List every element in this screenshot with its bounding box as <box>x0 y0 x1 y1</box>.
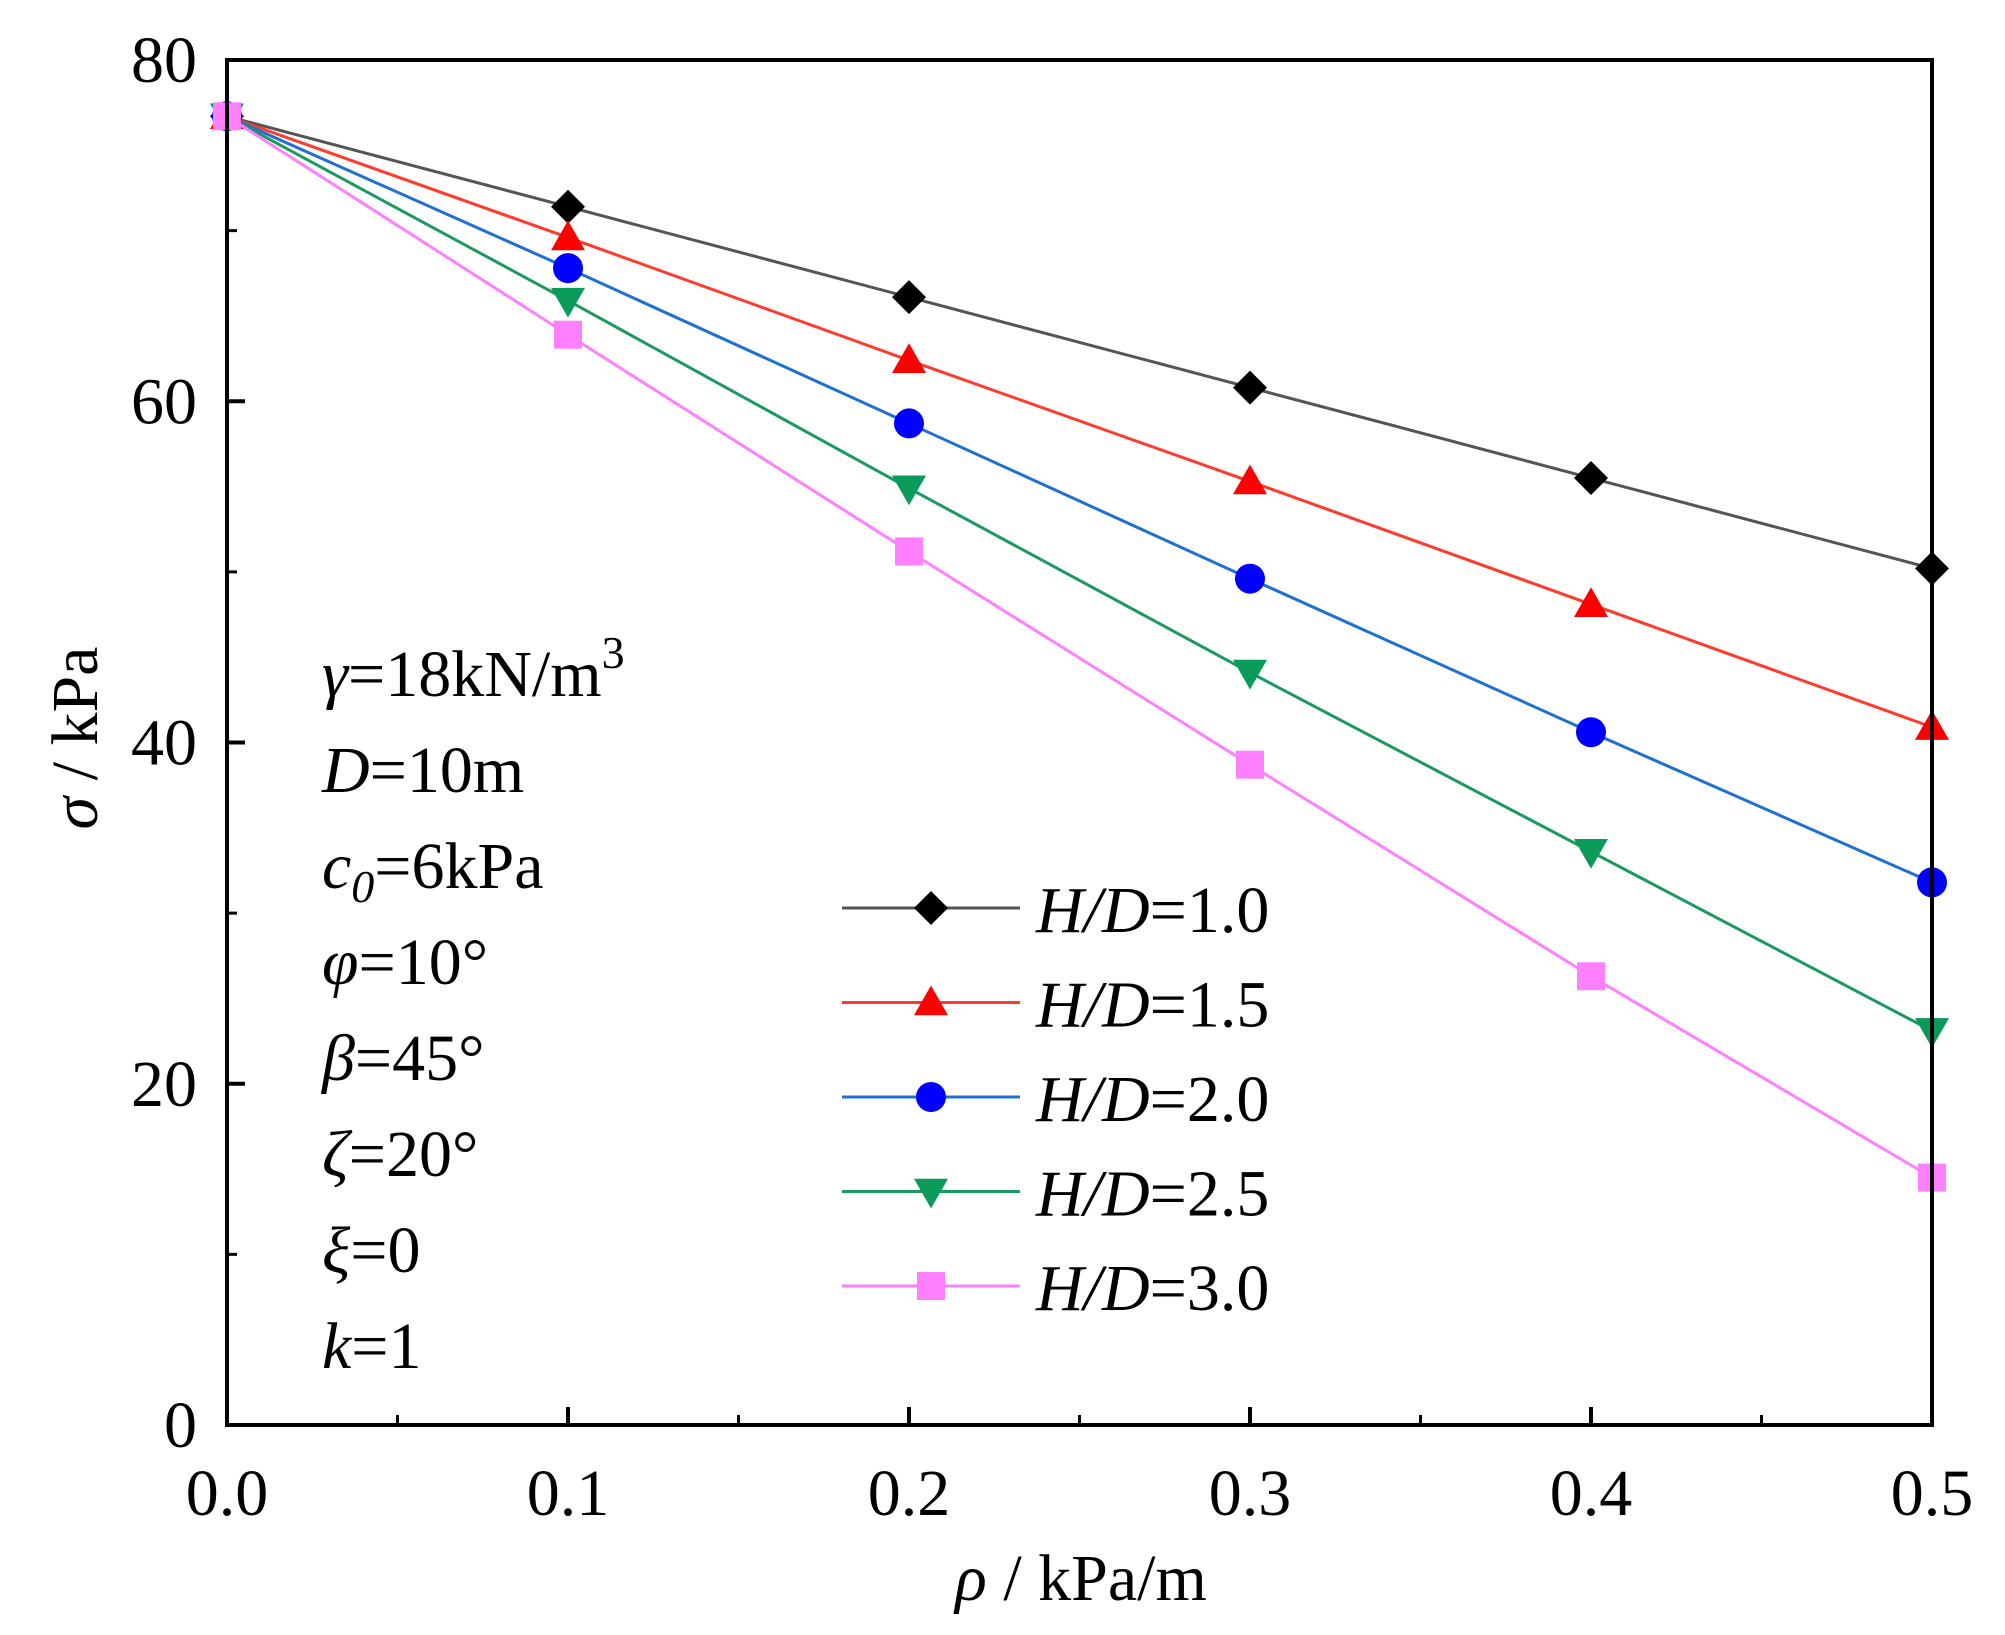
data-point <box>551 220 585 251</box>
parameter-label: γ=18kN/m3 <box>322 627 625 711</box>
data-point <box>1577 962 1605 991</box>
legend-label: H/D=1.5 <box>1035 969 1269 1042</box>
x-axis-title: ρ / kPa/m <box>953 1542 1207 1615</box>
y-axis: 0 20 40 60 80 <box>131 24 245 1462</box>
parameter-symbol: D <box>321 734 370 807</box>
data-point <box>895 537 923 566</box>
series-line <box>226 114 1933 570</box>
x-tick-label: 0.5 <box>1891 1457 1974 1530</box>
legend-label: H/D=2.0 <box>1035 1063 1269 1136</box>
parameter-symbol: β <box>320 1022 355 1095</box>
data-point <box>892 475 926 506</box>
x-axis-unit: / kPa/m <box>987 1542 1207 1615</box>
series-line <box>226 114 1933 884</box>
parameter-value: =20° <box>349 1118 479 1191</box>
legend-label-value: =1.0 <box>1150 874 1270 947</box>
parameter-label: c0=6kPa <box>322 830 544 912</box>
legend-label-value: =3.0 <box>1150 1252 1270 1325</box>
data-point <box>1574 587 1608 618</box>
data-point <box>892 343 926 374</box>
series-line <box>226 114 1933 729</box>
x-tick-label: 0.4 <box>1550 1457 1633 1530</box>
legend-label-symbol: H/D <box>1035 1252 1150 1325</box>
legend-marker <box>914 985 948 1016</box>
parameter-annotations: γ=18kN/m3D=10mc0=6kPaφ=10°β=45°ζ=20°ξ=0k… <box>320 627 625 1383</box>
y-axis-unit: / kPa <box>39 647 112 797</box>
parameter-value: =1 <box>351 1310 421 1383</box>
parameter-label: ζ=20° <box>322 1118 478 1191</box>
data-point <box>1233 464 1267 495</box>
data-point <box>1233 659 1267 690</box>
data-point <box>892 280 926 315</box>
data-point <box>1233 370 1267 405</box>
parameter-label: k=1 <box>322 1310 422 1383</box>
y-tick-label: 40 <box>131 707 197 780</box>
legend-marker <box>914 891 948 925</box>
y-tick-label: 0 <box>164 1389 197 1462</box>
data-point <box>1235 563 1265 594</box>
x-tick-label: 0.2 <box>868 1457 951 1530</box>
parameter-superscript: 3 <box>602 627 625 678</box>
parameter-symbol: c <box>322 830 351 903</box>
y-tick-label: 20 <box>131 1048 197 1121</box>
parameter-value: =45° <box>355 1022 485 1095</box>
legend-marker <box>917 1272 945 1300</box>
data-point <box>551 287 585 318</box>
data-point <box>554 320 582 349</box>
parameter-symbol: φ <box>322 926 359 999</box>
data-point <box>1576 717 1606 748</box>
data-point <box>551 189 585 224</box>
legend-label-value: =2.0 <box>1150 1063 1270 1136</box>
y-tick-label: 80 <box>131 24 197 97</box>
legend-label-symbol: H/D <box>1035 1063 1150 1136</box>
legend-label: H/D=1.0 <box>1035 874 1269 947</box>
legend-label-symbol: H/D <box>1035 1158 1150 1231</box>
parameter-value: =0 <box>350 1214 420 1287</box>
x-tick-label: 0.1 <box>527 1457 610 1530</box>
y-axis-title: σ / kPa <box>39 647 112 830</box>
legend-marker <box>914 1178 948 1209</box>
parameter-symbol: ζ <box>322 1118 353 1191</box>
data-point <box>894 408 924 439</box>
parameter-value: =10° <box>359 926 489 999</box>
legend-label-value: =2.5 <box>1150 1158 1270 1231</box>
x-tick-label: 0.0 <box>186 1457 269 1530</box>
legend-item: H/D=1.0 <box>842 874 1269 947</box>
parameter-value: =6kPa <box>374 830 543 903</box>
y-tick-label: 60 <box>131 365 197 438</box>
legend-label-symbol: H/D <box>1035 874 1150 947</box>
parameter-value: =18kN/m <box>348 638 602 711</box>
legend-item: H/D=3.0 <box>842 1252 1269 1325</box>
series-line <box>226 114 1933 1033</box>
x-tick-label: 0.3 <box>1209 1457 1292 1530</box>
parameter-label: φ=10° <box>322 926 488 999</box>
data-point <box>1574 461 1608 496</box>
parameter-label: D=10m <box>321 734 524 807</box>
legend: H/D=1.0H/D=1.5H/D=2.0H/D=2.5H/D=3.0 <box>842 874 1269 1325</box>
y-axis-symbol: σ <box>39 794 112 829</box>
data-point <box>1236 750 1264 779</box>
parameter-symbol: ξ <box>322 1214 351 1287</box>
parameter-subscript: 0 <box>351 861 374 912</box>
parameter-value: =10m <box>370 734 525 807</box>
legend-item: H/D=2.5 <box>842 1158 1269 1231</box>
parameter-symbol: γ <box>322 638 350 711</box>
legend-label-symbol: H/D <box>1035 969 1150 1042</box>
data-point <box>1574 838 1608 869</box>
legend-item: H/D=2.0 <box>842 1063 1269 1136</box>
legend-label: H/D=3.0 <box>1035 1252 1269 1325</box>
data-point <box>553 253 583 284</box>
legend-label-value: =1.5 <box>1150 969 1270 1042</box>
parameter-symbol: k <box>322 1310 353 1383</box>
parameter-label: ξ=0 <box>322 1214 421 1287</box>
legend-label: H/D=2.5 <box>1035 1158 1269 1231</box>
legend-marker <box>916 1082 946 1112</box>
series-1 <box>210 99 1949 586</box>
series-line <box>226 115 1933 1179</box>
x-axis-symbol: ρ <box>953 1542 987 1615</box>
x-axis: 0.0 0.1 0.2 0.3 0.4 0.5 <box>186 1407 1974 1530</box>
parameter-label: β=45° <box>320 1022 485 1095</box>
legend-item: H/D=1.5 <box>842 969 1269 1042</box>
